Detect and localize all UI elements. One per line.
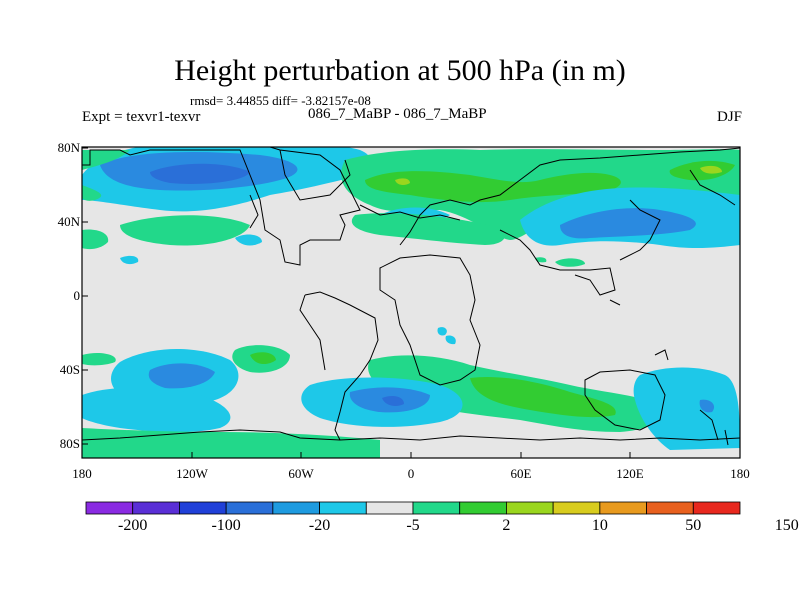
contour-s-south-dark xyxy=(382,396,404,406)
lon-tick-label: 60W xyxy=(288,466,314,481)
colorbar-swatch xyxy=(179,501,227,515)
colorbar-label: -200 xyxy=(118,517,148,534)
experiment-label: Expt = texvr1-texvr xyxy=(82,109,201,125)
colorbar-swatch xyxy=(646,501,694,515)
lat-tick-label: 40S xyxy=(59,362,80,377)
contour-eq-blue2 xyxy=(445,335,456,345)
colorbar-swatch xyxy=(132,501,180,515)
contour-na-green xyxy=(120,215,250,246)
period-label: 086_7_MaBP - 086_7_MaBP xyxy=(308,106,487,122)
coast-greenland xyxy=(279,149,351,201)
colorbar-swatch xyxy=(552,501,601,515)
colorbar-label: -100 xyxy=(211,517,241,534)
contour-na-blue-small2 xyxy=(120,255,139,265)
colorbar-swatch xyxy=(272,501,320,515)
colorbar-label: 10 xyxy=(591,517,608,534)
contour-ne-yellow xyxy=(700,165,722,174)
contour-north-dark xyxy=(150,163,250,184)
colorbar-swatch xyxy=(365,501,414,515)
stats-text: rmsd= 3.44855 diff= -3.82157e-08 xyxy=(190,93,371,108)
coast-africa xyxy=(379,254,481,386)
lat-tick-label: 40N xyxy=(57,214,80,229)
lat-tick-label: 0 xyxy=(73,288,81,303)
colorbar-label: -20 xyxy=(308,517,331,534)
contour-nw-green-2 xyxy=(82,185,102,201)
tick-marks xyxy=(81,147,741,458)
coast-pacific-islands xyxy=(609,299,669,361)
lon-tick-label: 180 xyxy=(730,466,750,481)
contour-asia-blue-inner xyxy=(560,208,696,239)
contour-nw-green xyxy=(82,150,130,170)
contour-s-pac-green xyxy=(82,352,116,366)
contour-se-blue xyxy=(633,367,740,450)
coast-north-america xyxy=(82,147,361,266)
colorbar-swatch xyxy=(459,501,507,515)
lon-tick-label: 120W xyxy=(176,466,208,481)
contour-north-green-core xyxy=(365,171,621,203)
contour-eq-blue xyxy=(437,327,447,336)
coast-antarctica xyxy=(82,429,740,441)
colorbar-label: -5 xyxy=(406,517,420,534)
colorbar-label: 50 xyxy=(685,517,702,534)
colorbar xyxy=(85,501,741,515)
colorbar-swatch xyxy=(225,501,274,515)
colorbar-swatch xyxy=(412,501,461,515)
contour-s-atl-green-core xyxy=(470,376,616,418)
colorbar-swatch xyxy=(85,501,134,515)
lon-tick-label: 60E xyxy=(510,466,532,481)
map-title: Height perturbation at 500 hPa (in m) xyxy=(174,54,626,87)
lat-tick-label: 80N xyxy=(57,140,80,155)
coast-europe-asia xyxy=(399,147,740,296)
colorbar-swatch xyxy=(599,501,647,515)
lon-tick-label: 180 xyxy=(72,466,92,481)
lon-tick-label: 0 xyxy=(407,466,415,481)
coastlines xyxy=(82,147,740,446)
season-label: DJF xyxy=(716,109,742,125)
contour-s-pac-blue-inner xyxy=(148,363,215,389)
coast-nz xyxy=(699,409,729,446)
contour-s-south-blue xyxy=(82,387,231,433)
lon-tick-label: 120E xyxy=(616,466,644,481)
contour-s-green-blob-core xyxy=(250,352,276,365)
contour-north-yellow xyxy=(395,178,410,185)
colorbar-swatch xyxy=(319,501,367,515)
contour-se-asia-green xyxy=(555,258,585,267)
contour-pac-green xyxy=(82,229,109,250)
colorbar-swatch xyxy=(692,501,741,515)
colorbar-label: 2 xyxy=(502,517,511,534)
colorbar-swatch xyxy=(506,501,554,515)
coast-south-america xyxy=(299,291,379,441)
contour-se-blue-inner xyxy=(699,399,715,413)
contour-europe-green xyxy=(351,213,505,245)
colorbar-label: 150 xyxy=(774,517,799,534)
lat-tick-label: 80S xyxy=(59,436,80,451)
coast-mediterranean xyxy=(359,204,461,221)
contour-na-blue-small xyxy=(235,234,262,246)
coast-australia xyxy=(584,369,666,431)
